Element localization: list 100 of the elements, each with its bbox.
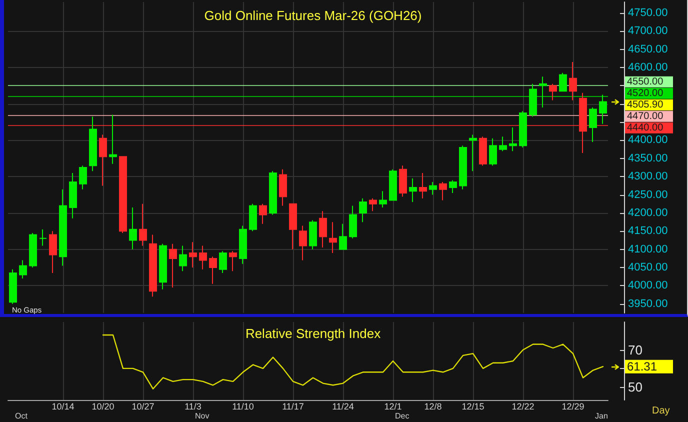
text: Dec <box>395 412 410 420</box>
candlestick <box>439 182 447 201</box>
candlestick <box>39 228 47 246</box>
candlestick <box>489 138 497 166</box>
candlestick <box>329 222 337 254</box>
candlestick <box>159 243 167 290</box>
candlestick <box>459 145 467 190</box>
y-tick-label: 4100.00 <box>628 243 668 256</box>
candlestick <box>509 126 517 152</box>
candlestick <box>549 83 557 101</box>
candlestick <box>519 110 527 148</box>
candlestick <box>149 234 157 298</box>
x-axis-title: Day <box>652 406 670 416</box>
x-tick-label: 11/17 <box>282 402 304 412</box>
y-tick-label: 3950.00 <box>628 298 668 310</box>
x-tick-label: 12/15 <box>462 402 484 412</box>
candlestick <box>309 220 317 250</box>
text: Gold Online Futures Mar-26 (GOH26) <box>204 8 422 23</box>
text: Jan <box>595 412 608 420</box>
candlestick <box>69 172 77 219</box>
x-tick-label: 10/20 <box>92 402 114 412</box>
candlestick <box>529 83 537 118</box>
candlestick <box>469 134 477 172</box>
ref-line-label: 4550.00 <box>627 76 664 88</box>
candlestick <box>99 134 107 186</box>
candlestick <box>289 203 297 250</box>
y-tick-label: 4200.00 <box>628 206 668 219</box>
candlestick <box>79 165 87 190</box>
candlestick <box>279 168 287 206</box>
candlestick <box>339 223 347 250</box>
x-tick-label: 12/22 <box>512 402 534 412</box>
y-tick-label: 4300.00 <box>628 170 668 183</box>
candlestick <box>369 198 377 212</box>
candlestick <box>59 188 67 266</box>
candlestick <box>109 114 117 164</box>
candlestick <box>139 203 147 246</box>
y-tick-label: 4650.00 <box>628 43 668 56</box>
x-tick-label: 12/8 <box>424 402 442 412</box>
candlestick <box>229 250 237 272</box>
ref-line-label: 4470.00 <box>627 110 664 122</box>
candlestick <box>19 260 27 279</box>
x-tick-label: 11/3 <box>184 402 202 412</box>
candlestick <box>249 203 257 232</box>
candlestick <box>429 182 437 196</box>
candlestick <box>89 116 97 172</box>
candlestick <box>479 136 487 166</box>
text: Oct <box>15 412 28 420</box>
y-tick-label: 4750.00 <box>628 6 668 19</box>
candlestick <box>419 172 427 199</box>
candlestick <box>9 268 17 304</box>
text: 4505.90 <box>627 99 664 110</box>
text: Nov <box>195 412 210 420</box>
y-tick-label: 70 <box>628 342 642 358</box>
x-tick-label: 10/27 <box>132 402 154 412</box>
candlestick <box>499 136 507 152</box>
candlestick <box>169 243 177 288</box>
y-tick-label: 4050.00 <box>628 262 668 274</box>
candlestick <box>29 232 37 268</box>
y-tick-label: 50 <box>628 380 642 394</box>
y-tick-label: 4700.00 <box>628 25 668 38</box>
candlestick <box>589 106 597 143</box>
y-tick-label: 4000.00 <box>628 280 668 292</box>
candlestick <box>389 168 397 201</box>
candlestick <box>559 72 567 92</box>
candlestick <box>239 225 247 264</box>
y-tick-label: 4250.00 <box>628 188 668 201</box>
candlestick <box>259 203 267 224</box>
candlestick <box>409 178 417 203</box>
candlestick <box>219 250 227 274</box>
ref-line-label: 4440.00 <box>627 122 664 134</box>
candlestick <box>129 207 137 250</box>
candlestick <box>379 190 387 208</box>
candlestick <box>299 225 307 261</box>
candlestick <box>199 245 207 270</box>
candlestick <box>359 198 367 223</box>
candlestick <box>399 165 407 198</box>
x-tick-label: 11/10 <box>232 402 254 412</box>
text: 61.31 <box>627 360 658 374</box>
y-tick-label: 4350.00 <box>628 152 668 164</box>
candlestick <box>569 62 577 101</box>
candlestick <box>209 256 217 284</box>
x-tick-label: 11/24 <box>332 402 354 412</box>
candlestick <box>349 205 357 239</box>
candlestick <box>599 94 607 124</box>
x-tick-label: 12/29 <box>562 402 584 412</box>
candlestick <box>179 245 187 272</box>
candlestick <box>449 180 457 194</box>
chart-title: Relative Strength Index <box>245 326 382 341</box>
candlestick <box>269 170 277 216</box>
candlestick <box>119 156 127 234</box>
x-tick-label: 12/1 <box>384 402 402 412</box>
y-tick-label: 4150.00 <box>628 225 668 238</box>
candlestick <box>539 76 547 108</box>
candlestick <box>189 242 197 268</box>
y-tick-label: 4600.00 <box>628 61 668 74</box>
candlestick <box>49 230 57 274</box>
y-tick-label: 4400.00 <box>628 134 668 146</box>
ref-line-label: 4520.00 <box>627 88 664 99</box>
x-tick-label: 10/14 <box>52 402 74 412</box>
candlestick <box>319 210 327 248</box>
